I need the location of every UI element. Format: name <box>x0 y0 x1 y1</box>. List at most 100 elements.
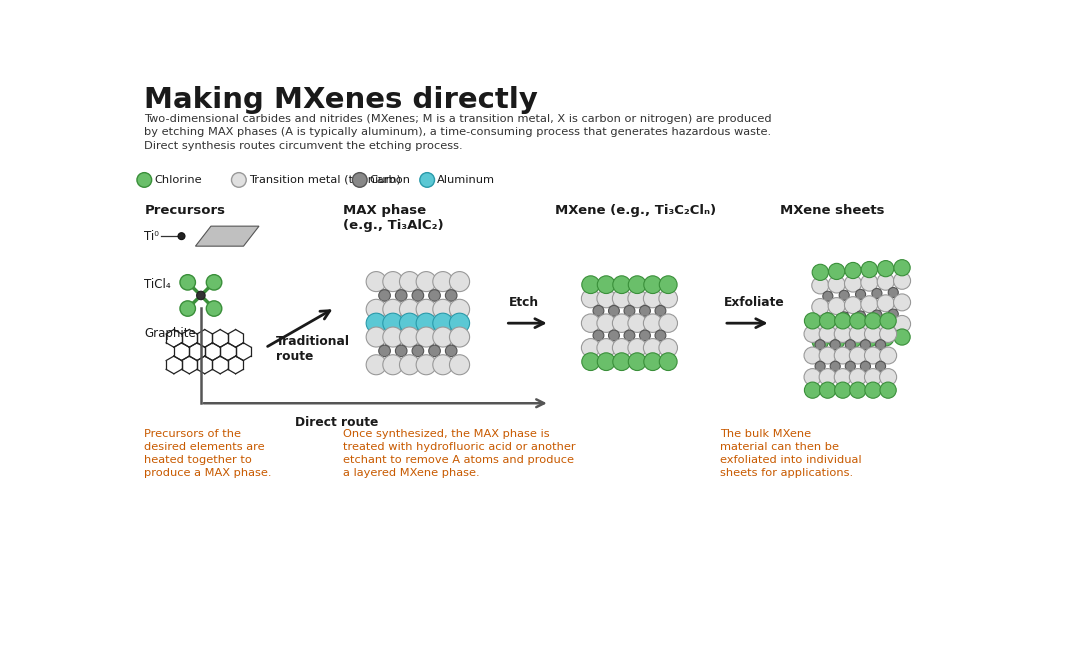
Circle shape <box>366 327 387 347</box>
Circle shape <box>812 333 828 350</box>
Circle shape <box>352 173 367 187</box>
Circle shape <box>845 331 861 348</box>
Circle shape <box>828 264 845 279</box>
Circle shape <box>861 361 870 371</box>
Circle shape <box>855 289 865 299</box>
Circle shape <box>845 275 862 292</box>
Circle shape <box>597 339 616 357</box>
Circle shape <box>812 277 828 294</box>
Circle shape <box>178 233 185 240</box>
Circle shape <box>206 275 221 290</box>
Circle shape <box>850 382 866 398</box>
Circle shape <box>819 326 836 343</box>
Circle shape <box>639 306 650 316</box>
Circle shape <box>846 361 855 371</box>
Circle shape <box>893 272 910 289</box>
Circle shape <box>593 306 604 316</box>
Circle shape <box>835 313 851 329</box>
Circle shape <box>828 276 846 293</box>
Circle shape <box>812 264 828 281</box>
Circle shape <box>644 289 662 308</box>
Circle shape <box>449 272 470 291</box>
Circle shape <box>433 355 453 375</box>
Circle shape <box>624 330 635 341</box>
Circle shape <box>379 345 390 357</box>
Circle shape <box>819 347 836 364</box>
Circle shape <box>416 299 436 320</box>
Circle shape <box>845 297 862 314</box>
Circle shape <box>413 290 423 301</box>
Circle shape <box>597 289 616 308</box>
Circle shape <box>864 347 881 364</box>
Circle shape <box>400 313 420 333</box>
Circle shape <box>416 355 436 375</box>
Circle shape <box>231 173 246 187</box>
Circle shape <box>629 353 646 370</box>
Text: Transition metal (titanium): Transition metal (titanium) <box>248 175 401 185</box>
Circle shape <box>659 314 677 332</box>
Circle shape <box>197 291 205 300</box>
Circle shape <box>382 355 403 375</box>
Circle shape <box>864 326 881 343</box>
Circle shape <box>597 314 616 332</box>
Circle shape <box>624 306 635 316</box>
Text: Making MXenes directly: Making MXenes directly <box>145 86 538 114</box>
Circle shape <box>433 299 453 320</box>
Circle shape <box>872 289 882 299</box>
Text: The bulk MXene
material can then be
exfoliated into individual
sheets for applic: The bulk MXene material can then be exfo… <box>720 428 862 478</box>
Circle shape <box>593 330 604 341</box>
Circle shape <box>880 382 896 398</box>
Circle shape <box>839 312 849 322</box>
Circle shape <box>416 272 436 291</box>
Circle shape <box>608 330 619 341</box>
Circle shape <box>877 295 894 312</box>
Circle shape <box>639 330 650 341</box>
Circle shape <box>382 313 403 333</box>
Circle shape <box>823 313 833 323</box>
Circle shape <box>400 355 420 375</box>
Circle shape <box>366 355 387 375</box>
Circle shape <box>656 306 666 316</box>
Circle shape <box>627 289 647 308</box>
Circle shape <box>416 327 436 347</box>
Circle shape <box>449 313 470 333</box>
Circle shape <box>879 368 896 386</box>
Circle shape <box>820 313 836 329</box>
Circle shape <box>834 347 851 364</box>
Circle shape <box>877 316 894 333</box>
Circle shape <box>612 289 631 308</box>
Circle shape <box>823 291 833 301</box>
Circle shape <box>382 299 403 320</box>
Circle shape <box>835 382 851 398</box>
Circle shape <box>815 340 825 350</box>
Circle shape <box>366 272 387 291</box>
Text: Etch: Etch <box>509 297 539 309</box>
Circle shape <box>812 320 828 337</box>
Circle shape <box>581 289 600 308</box>
Circle shape <box>445 290 457 301</box>
Circle shape <box>612 314 631 332</box>
Circle shape <box>612 339 631 357</box>
Text: Traditional
route: Traditional route <box>276 335 350 364</box>
Circle shape <box>400 272 420 291</box>
Circle shape <box>400 299 420 320</box>
Circle shape <box>820 382 836 398</box>
Circle shape <box>850 313 866 329</box>
Circle shape <box>644 353 662 370</box>
Circle shape <box>366 299 387 320</box>
Circle shape <box>608 306 619 316</box>
Circle shape <box>880 313 896 329</box>
Text: Two-dimensional carbides and nitrides (MXenes; M is a transition metal, X is car: Two-dimensional carbides and nitrides (M… <box>145 114 772 151</box>
Text: Exfoliate: Exfoliate <box>724 297 785 309</box>
Circle shape <box>597 353 616 370</box>
Circle shape <box>449 299 470 320</box>
Text: Precursors: Precursors <box>145 204 226 217</box>
Text: Direct route: Direct route <box>295 416 378 428</box>
Text: TiCl₄: TiCl₄ <box>145 278 171 291</box>
Circle shape <box>597 276 616 293</box>
Circle shape <box>855 311 865 321</box>
Circle shape <box>805 313 821 329</box>
Circle shape <box>429 345 441 357</box>
Circle shape <box>831 361 840 371</box>
Circle shape <box>627 339 647 357</box>
